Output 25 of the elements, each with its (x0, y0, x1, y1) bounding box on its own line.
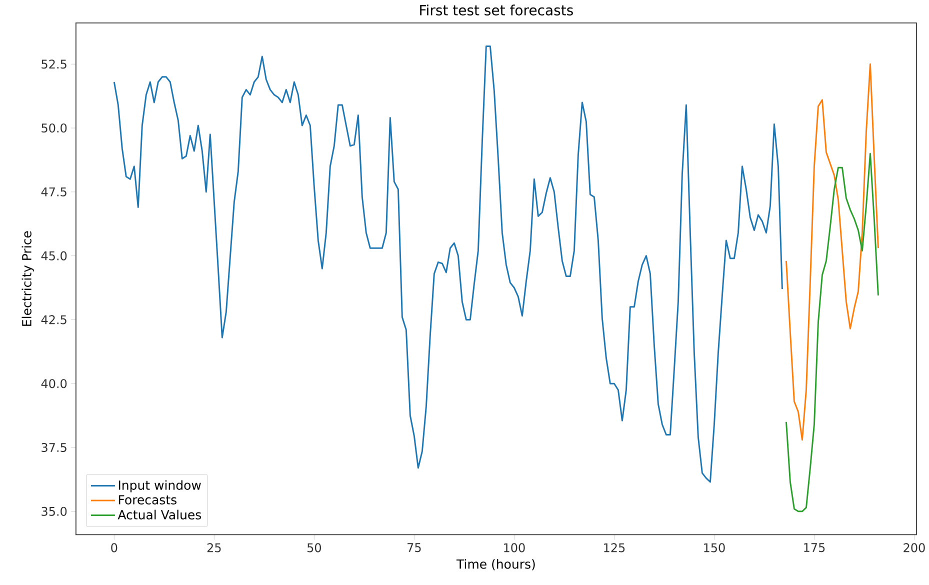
x-axis-title: Time (hours) (456, 559, 535, 570)
legend-label: Input window (118, 480, 201, 492)
y-tick-label: 52.5 (42, 60, 66, 69)
y-tick-label: 35.0 (42, 507, 67, 516)
chart-title: First test set forecasts (420, 4, 573, 16)
legend-label: Forecasts (118, 495, 176, 505)
x-tick-label: 150 (704, 543, 725, 552)
x-tick-label: 125 (604, 543, 625, 552)
legend-label: Actual Values (118, 510, 202, 520)
line-series (785, 64, 879, 441)
x-tick-label: 175 (804, 543, 825, 552)
x-tick-label: 75 (408, 543, 421, 552)
y-tick-label: 45.0 (41, 251, 67, 261)
y-axis-title: Electricity Price (22, 231, 34, 326)
y-tick-label: 42.5 (41, 315, 66, 324)
line-series (785, 153, 879, 512)
x-tick-label: 200 (904, 543, 925, 552)
x-tick-label: 100 (504, 543, 525, 552)
y-tick-label: 37.5 (42, 443, 66, 452)
x-tick-label: 50 (307, 543, 322, 552)
y-tick-label: 47.5 (41, 188, 66, 197)
y-tick-label: 40.0 (41, 379, 67, 388)
x-tick-label: 0 (111, 543, 118, 552)
x-tick-label: 25 (207, 543, 221, 552)
y-tick-label: 50.0 (42, 124, 67, 133)
